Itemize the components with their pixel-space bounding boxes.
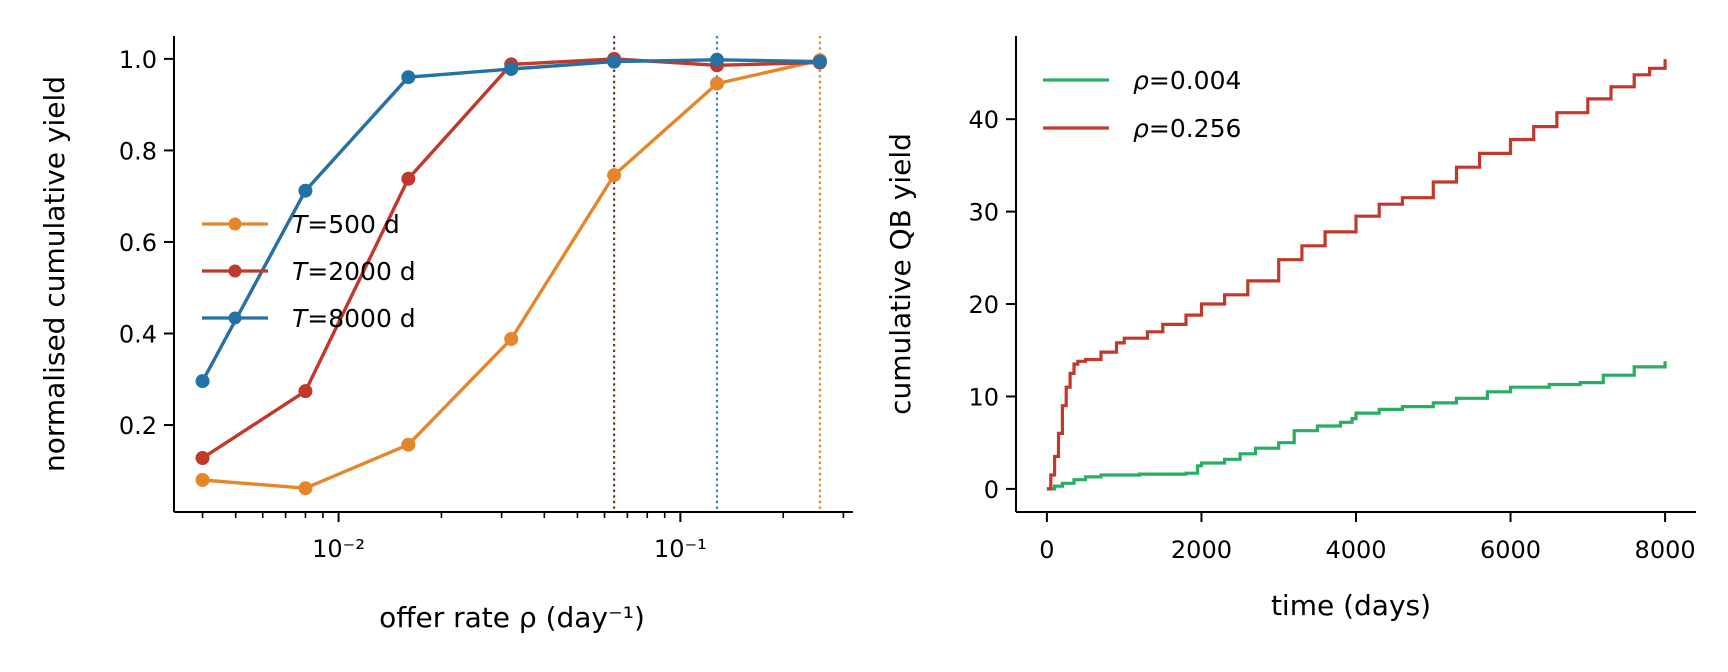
right-x-tick-label-0: 0 xyxy=(1039,536,1054,564)
left-y-tick-label-2: 0.6 xyxy=(119,229,157,257)
left-series-1-point-1 xyxy=(298,384,313,399)
left-legend-marker-0 xyxy=(228,217,242,231)
left-series-2-point-3 xyxy=(504,61,519,76)
left-y-tick-label-1: 0.4 xyxy=(119,321,157,349)
left-series-0-point-4 xyxy=(607,168,622,183)
right-series-layer xyxy=(1046,59,1667,491)
right-legend: ρ=0.004 ρ=0.256 xyxy=(1043,66,1241,143)
right-legend-label-1: ρ=0.256 xyxy=(1133,114,1241,143)
right-x-tick-label-1: 2000 xyxy=(1171,536,1232,564)
right-x-tick-label-2: 4000 xyxy=(1325,536,1386,564)
right-y-tick-label-2: 20 xyxy=(968,291,999,319)
right-y-tick-label-1: 10 xyxy=(968,383,999,411)
right-series-line-1 xyxy=(1046,59,1667,491)
right-axes: 0 2000 4000 6000 8000 0 10 20 30 40 xyxy=(968,36,1696,564)
right-y-tick-label-4: 40 xyxy=(968,106,999,134)
left-legend-marker-1 xyxy=(228,264,242,278)
right-legend-label-0: ρ=0.004 xyxy=(1133,66,1241,95)
left-series-layer xyxy=(195,36,827,512)
left-series-2-point-6 xyxy=(812,54,827,69)
right-y-axis-label: cumulative QB yield xyxy=(884,133,917,415)
left-series-0-point-3 xyxy=(504,331,519,346)
left-legend-label-1: T=2000 d xyxy=(292,257,416,286)
right-x-axis-label: time (days) xyxy=(1271,589,1431,622)
left-series-2-point-0 xyxy=(195,374,210,389)
left-series-0-point-1 xyxy=(298,481,313,496)
right-series-line-0 xyxy=(1046,361,1667,491)
left-legend-label-0: T=500 d xyxy=(292,210,400,239)
left-legend: T=500 d T=2000 d T=8000 d xyxy=(202,210,416,333)
right-y-tick-label-0: 0 xyxy=(984,476,999,504)
left-series-0-point-5 xyxy=(709,76,724,91)
right-y-tick-label-3: 30 xyxy=(968,199,999,227)
left-series-1-point-2 xyxy=(401,171,416,186)
left-series-2-point-1 xyxy=(298,183,313,198)
left-y-axis-label: normalised cumulative yield xyxy=(38,76,71,472)
left-series-1-point-0 xyxy=(195,450,210,465)
left-series-0-point-2 xyxy=(401,437,416,452)
right-x-tick-label-4: 8000 xyxy=(1635,536,1696,564)
left-y-tick-label-4: 1.0 xyxy=(119,46,157,74)
left-series-0-point-0 xyxy=(195,472,210,487)
left-legend-label-2: T=8000 d xyxy=(292,304,416,333)
left-axes: 10⁻² 10⁻¹ 0.2 0.4 0.6 0.8 1.0 xyxy=(119,36,853,563)
left-x-tick-label-1: 10⁻¹ xyxy=(654,535,707,563)
left-series-2-point-4 xyxy=(607,54,622,69)
left-x-tick-label-0: 10⁻² xyxy=(312,535,365,563)
left-y-tick-label-3: 0.8 xyxy=(119,137,157,165)
left-series-2-point-2 xyxy=(401,70,416,85)
left-series-2-point-5 xyxy=(709,52,724,67)
right-x-tick-label-3: 6000 xyxy=(1480,536,1541,564)
chart-left: 10⁻² 10⁻¹ 0.2 0.4 0.6 0.8 1.0 offer rate ρ (da… xyxy=(38,36,853,634)
left-legend-marker-2 xyxy=(228,311,242,325)
left-y-tick-label-0: 0.2 xyxy=(119,412,157,440)
left-x-axis-label: offer rate ρ (day⁻¹) xyxy=(379,601,645,634)
chart-right: 0 2000 4000 6000 8000 0 10 20 30 40 time (days) c… xyxy=(884,36,1696,622)
